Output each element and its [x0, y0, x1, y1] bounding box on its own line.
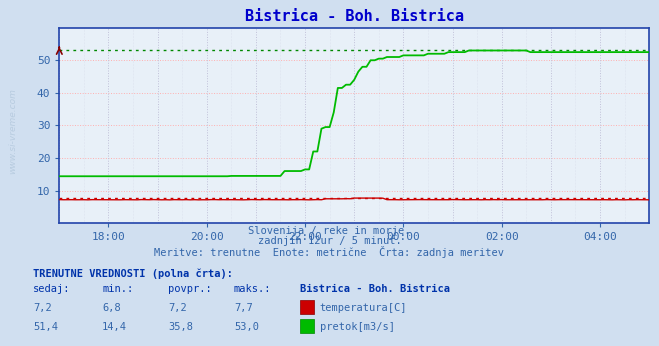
Title: Bistrica - Boh. Bistrica: Bistrica - Boh. Bistrica [244, 9, 464, 24]
Text: 6,8: 6,8 [102, 303, 121, 313]
Text: TRENUTNE VREDNOSTI (polna črta):: TRENUTNE VREDNOSTI (polna črta): [33, 268, 233, 279]
Text: sedaj:: sedaj: [33, 284, 71, 294]
Text: maks.:: maks.: [234, 284, 272, 294]
Text: Slovenija / reke in morje.: Slovenija / reke in morje. [248, 226, 411, 236]
Text: 7,2: 7,2 [33, 303, 51, 313]
Text: Bistrica - Boh. Bistrica: Bistrica - Boh. Bistrica [300, 284, 450, 294]
Text: 14,4: 14,4 [102, 322, 127, 333]
Text: Meritve: trenutne  Enote: metrične  Črta: zadnja meritev: Meritve: trenutne Enote: metrične Črta: … [154, 246, 505, 258]
Text: www.si-vreme.com: www.si-vreme.com [8, 89, 17, 174]
Text: pretok[m3/s]: pretok[m3/s] [320, 322, 395, 333]
Text: 7,2: 7,2 [168, 303, 186, 313]
Text: min.:: min.: [102, 284, 133, 294]
Text: povpr.:: povpr.: [168, 284, 212, 294]
Text: 53,0: 53,0 [234, 322, 259, 333]
Text: zadnjih 12ur / 5 minut.: zadnjih 12ur / 5 minut. [258, 236, 401, 246]
Text: 7,7: 7,7 [234, 303, 252, 313]
Text: temperatura[C]: temperatura[C] [320, 303, 407, 313]
Text: 51,4: 51,4 [33, 322, 58, 333]
Text: 35,8: 35,8 [168, 322, 193, 333]
